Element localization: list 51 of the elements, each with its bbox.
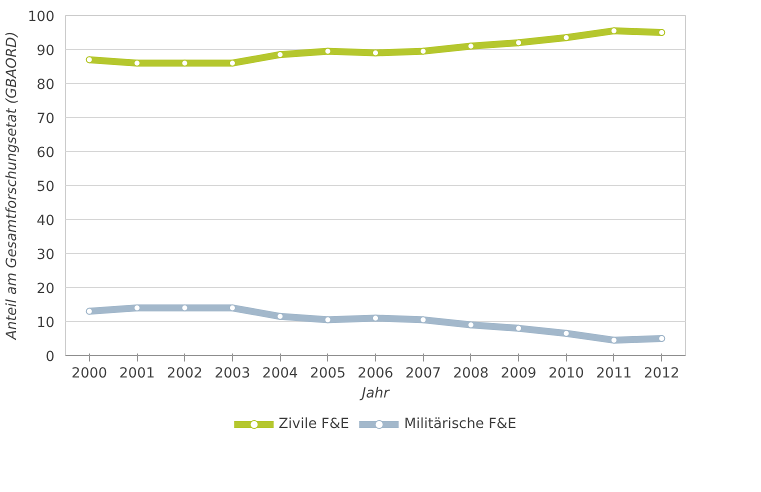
point [276,312,284,320]
point [86,308,93,315]
x-tick-label: 2011 [596,366,632,382]
point [658,29,666,36]
y-tick-label: 70 [36,111,55,127]
point [467,321,474,328]
point [658,335,666,342]
y-tick-label: 80 [36,77,55,93]
point [181,60,188,67]
point [467,42,474,50]
y-tick-label: 90 [36,43,55,59]
y-tick-label: 100 [28,9,55,25]
y-tick-label: 30 [36,247,55,263]
point [372,314,379,322]
point [324,316,332,324]
x-axis-title: Jahr [358,386,390,402]
point [324,48,332,55]
point [562,34,570,42]
point [515,39,522,46]
x-tick-label: 2010 [548,366,584,382]
legend-label: Zivile F&E [278,416,350,432]
x-tick-label: 2008 [453,366,489,382]
x-tick-label: 2002 [166,366,203,382]
point [562,330,570,337]
point [420,316,427,324]
y-tick-label: 40 [36,213,55,229]
point [610,27,618,34]
point [372,49,379,56]
x-tick-label: 2005 [310,366,346,382]
legend-label: Militärische F&E [404,416,516,432]
x-tick-label: 2007 [405,366,442,382]
y-tick-label: 0 [46,349,55,365]
y-tick-label: 20 [36,281,55,297]
x-tick-label: 2012 [644,366,680,382]
x-tick-label: 2001 [119,366,155,382]
point [228,304,236,312]
y-tick-label: 60 [36,145,55,161]
x-tick-label: 2006 [358,366,394,382]
x-tick-label: 2004 [262,366,298,382]
point [420,48,427,55]
point [86,56,93,64]
x-tick-label: 2009 [500,366,536,382]
point [515,324,522,332]
point [181,304,188,312]
y-axis-title: Anteil am Gesamtforschungsetat (GBAORD) [4,31,20,341]
point [276,51,284,58]
y-tick-label: 10 [36,315,55,331]
point [228,60,236,67]
x-tick-label: 2000 [72,366,108,382]
x-tick-label: 2003 [214,366,250,382]
y-tick-label: 50 [36,179,55,195]
